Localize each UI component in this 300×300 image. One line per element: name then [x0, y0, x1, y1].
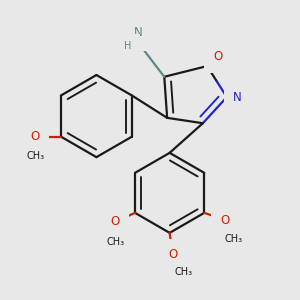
Text: N: N: [134, 26, 142, 39]
Text: O: O: [214, 50, 223, 63]
Text: CH₃: CH₃: [106, 237, 124, 247]
Text: N: N: [233, 91, 242, 103]
Text: CH₃: CH₃: [175, 267, 193, 277]
Text: CH₃: CH₃: [224, 234, 243, 244]
Text: O: O: [168, 248, 177, 262]
Text: H: H: [124, 41, 132, 51]
Text: CH₃: CH₃: [26, 151, 44, 161]
Text: H: H: [144, 34, 151, 44]
Text: O: O: [111, 215, 120, 228]
Text: O: O: [31, 130, 40, 143]
Text: O: O: [220, 214, 230, 226]
